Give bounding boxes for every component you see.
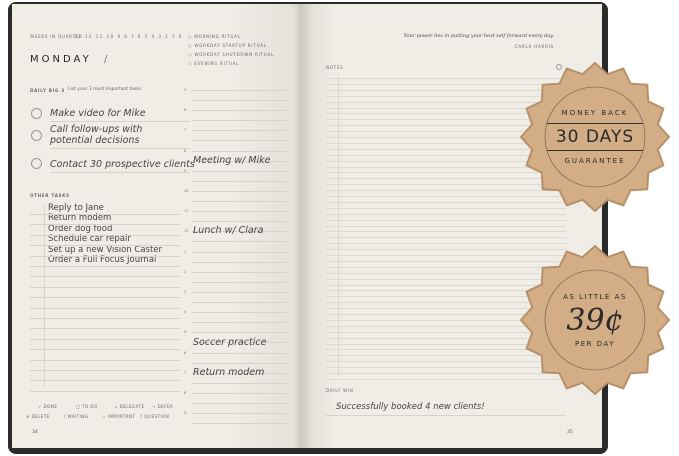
- schedule-entry: Meeting w/ Mike: [193, 155, 271, 166]
- legend-item: ✕ Delete: [26, 414, 50, 419]
- weeks-numbers: 13 12 11 10 9 8 7 6 5 4 3 2 1 0: [74, 34, 183, 39]
- badge-bottom-text: PER DAY: [574, 339, 616, 348]
- legend-item: ↘ Delegate: [114, 404, 145, 409]
- hour-label: 6: [184, 350, 187, 355]
- badge-bottom-text: GUARANTEE: [564, 157, 626, 165]
- hour-label: 1: [184, 249, 187, 254]
- right-page: Your power lies in putting your best sel…: [302, 4, 602, 448]
- badge-top-text: MONEY BACK: [561, 109, 629, 117]
- hour-label: 6: [184, 108, 187, 113]
- big3-task: Make video for Mike: [50, 108, 146, 119]
- ritual-item[interactable]: ○ Morning ritual: [188, 34, 241, 39]
- day-title: MONDAY: [30, 54, 92, 65]
- other-task: Set up a new Vision Caster: [48, 244, 163, 255]
- daily-big3-label: DAILY BIG 3: [30, 88, 65, 93]
- hour-label: 5: [184, 88, 187, 92]
- quote: Your power lies in putting your best sel…: [403, 33, 554, 39]
- task-checkbox[interactable]: [31, 130, 42, 141]
- clock-icon: [556, 64, 562, 70]
- date-separator: /: [104, 54, 108, 65]
- left-page: Weeks in quarter 13 12 11 10 9 8 7 6 5 4…: [12, 4, 302, 448]
- schedule-entry: Soccer practice: [193, 337, 267, 348]
- quote-author: CARLA HARRIS: [514, 44, 554, 49]
- big3-task: potential decisions: [50, 135, 140, 146]
- schedule-entry: Return modem: [193, 367, 265, 378]
- legend-item: ? Question: [140, 414, 170, 419]
- other-task: Schedule car repair: [48, 234, 131, 245]
- badge-main-text: 30 DAYS: [547, 123, 643, 151]
- weeks-label: Weeks in quarter: [30, 34, 83, 39]
- ritual-item[interactable]: ○ Evening ritual: [188, 61, 240, 66]
- page-number: 34: [32, 430, 38, 435]
- legend-item: → Defer: [152, 404, 174, 409]
- money-back-badge: MONEY BACK 30 DAYS GUARANTEE: [520, 62, 670, 212]
- hour-label: 11: [184, 209, 189, 214]
- schedule-entry: Lunch w/ Clara: [193, 225, 264, 236]
- ritual-label: Workday startup ritual: [194, 43, 267, 48]
- hour-label: 2: [184, 269, 187, 274]
- other-task: Order dog food: [48, 223, 113, 234]
- task-checkbox[interactable]: [31, 158, 42, 169]
- badge-main-text: 39¢: [566, 302, 624, 338]
- hour-label: 9: [184, 411, 187, 416]
- hour-label: 9: [184, 168, 187, 173]
- task-checkbox[interactable]: [31, 108, 42, 119]
- hour-label: 5: [184, 330, 187, 335]
- legend-item: □ To do: [76, 404, 98, 409]
- daily-big3-hint: List your 3 most important tasks.: [68, 87, 143, 92]
- ritual-label: Workday shutdown ritual: [194, 52, 275, 57]
- hour-label: 8: [184, 391, 187, 395]
- hour-label: 3: [184, 290, 187, 294]
- hour-label: 8: [184, 148, 187, 153]
- daily-win-text: Successfully booked 4 new clients!: [336, 402, 485, 412]
- price-badge: AS LITTLE AS 39¢ PER DAY: [520, 245, 670, 395]
- ritual-label: Evening ritual: [194, 61, 240, 66]
- ritual-label: Morning ritual: [194, 34, 241, 39]
- page-number: 35: [567, 430, 573, 435]
- other-task: Reply to Jane: [48, 203, 104, 213]
- big3-task: Contact 30 prospective clients: [50, 159, 195, 170]
- hour-label: 10: [184, 189, 189, 193]
- legend-item: / Waiting: [64, 414, 89, 419]
- ritual-item[interactable]: ○ Workday shutdown ritual: [188, 52, 275, 57]
- other-task: Return modem: [48, 213, 112, 224]
- badge-top-text: AS LITTLE AS: [563, 292, 627, 301]
- other-tasks-label: OTHER TASKS: [30, 193, 70, 198]
- ritual-item[interactable]: ○ Workday startup ritual: [188, 43, 267, 48]
- daily-win-label: DAILY WIN: [326, 388, 354, 393]
- legend-item: ☆ Important: [102, 414, 136, 419]
- notes-label: NOTES: [326, 65, 344, 70]
- hour-label: 7: [184, 370, 187, 375]
- big3-task: Call follow-ups with: [50, 124, 143, 135]
- legend-item: ✓ Done: [38, 404, 58, 409]
- hour-label: 7: [184, 128, 187, 133]
- hour-label: 12: [184, 229, 189, 234]
- hour-label: 4: [184, 310, 187, 315]
- other-task: Order a Full Focus Journal: [48, 255, 157, 265]
